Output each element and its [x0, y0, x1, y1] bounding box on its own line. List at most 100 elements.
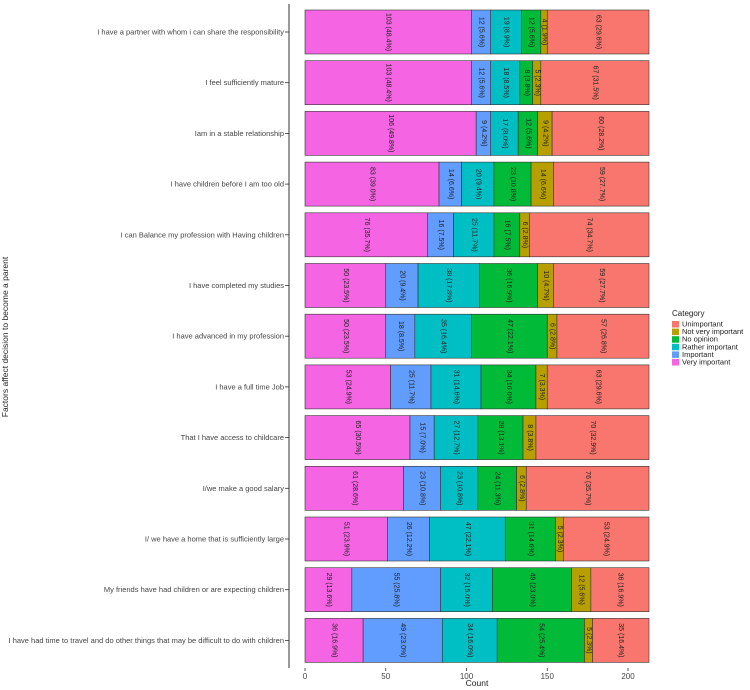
bar-segment — [461, 161, 495, 207]
bar-data-label: 6 (2.8%) — [549, 323, 556, 349]
x-tick-label: 100 — [460, 672, 474, 681]
bar-segment — [440, 567, 493, 613]
bar-segment — [427, 212, 454, 258]
bar-segment — [477, 415, 524, 460]
bar-segment — [553, 161, 650, 207]
bar-data-label: 28 (13.1%) — [497, 420, 504, 454]
bar-segment — [525, 465, 650, 511]
bar-segment — [529, 212, 650, 258]
bar-data-label: 6 (2.8%) — [518, 475, 525, 501]
bar-data-label: 55 (25.8%) — [393, 573, 400, 607]
bar-data-label: 103 (48.4%) — [385, 64, 392, 102]
bar-segment — [351, 567, 441, 613]
legend-swatch — [672, 351, 679, 358]
bar-data-label: 63 (29.6%) — [595, 15, 602, 49]
bar-data-label: 59 (27.7%) — [598, 268, 605, 302]
bar-segment — [479, 263, 538, 308]
bar-segment — [553, 263, 650, 308]
bar-data-label: 25 (11.7%) — [407, 370, 414, 404]
bar-data-label: 67 (31.5%) — [591, 66, 598, 100]
bar-segment — [440, 465, 479, 511]
bar-segment — [430, 364, 482, 410]
bar-data-label: 106 (49.8%) — [387, 114, 394, 152]
bar-segment — [429, 516, 506, 562]
bar-segment — [546, 9, 650, 55]
bar-data-label: 57 (26.8%) — [600, 319, 607, 353]
bar-segment — [556, 313, 650, 359]
bar-data-label: 6 (2.8%) — [521, 222, 528, 248]
bar-segment — [403, 465, 441, 511]
bar-data-label: 8 (3.8%) — [523, 69, 530, 95]
bar-data-label: 14 (6.6%) — [539, 169, 546, 199]
bar-data-label: 70 (32.9%) — [589, 420, 596, 454]
category-label: My friends have had children or are expe… — [104, 585, 284, 594]
x-axis-title: Count — [466, 678, 489, 688]
bar-data-label: 49 (23.0%) — [528, 573, 535, 607]
bar-data-label: 25 (11.7%) — [470, 218, 477, 252]
bar-segment — [563, 516, 650, 562]
bar-segment — [304, 415, 411, 460]
bar-data-label: 32 (15.0%) — [463, 573, 470, 607]
bar-data-label: 61 (28.6%) — [351, 471, 358, 505]
bar-data-label: 34 (16.0%) — [466, 623, 473, 657]
bar-segment — [477, 465, 517, 511]
category-labels: I have a partner with whom i can share t… — [9, 28, 289, 645]
bar-data-label: 9 (4.2%) — [541, 120, 548, 146]
bar-segment — [551, 111, 650, 156]
category-label: I/ we have a home that is sufficiently l… — [145, 535, 284, 544]
bar-data-label: 27 (12.7%) — [453, 420, 460, 454]
bar-segment — [496, 618, 585, 663]
bar-data-label: 5 (2.3%) — [556, 526, 563, 552]
category-label: Iam in a stable relationship — [195, 129, 284, 138]
bar-data-label: 12 (5.6%) — [524, 118, 531, 148]
category-label: I feel sufficiently mature — [205, 78, 284, 87]
y-axis-title: Factors affect decision to become a pare… — [0, 256, 10, 417]
bar-segment — [471, 313, 548, 359]
bar-data-label: 12 (5.6%) — [478, 68, 485, 98]
legend-swatch — [672, 359, 679, 366]
bar-data-label: 7 (3.3%) — [538, 374, 545, 400]
category-label: I/we make a good salary — [203, 484, 285, 493]
bar-segment — [453, 212, 495, 258]
bar-data-label: 12 (5.6%) — [528, 17, 535, 47]
bar-segment — [362, 618, 443, 663]
bar-data-label: 59 (27.7%) — [598, 167, 605, 201]
bar-data-label: 9 (4.2%) — [480, 120, 487, 146]
bar-segment — [535, 415, 650, 460]
bar-data-label: 12 (5.6%) — [578, 575, 585, 605]
bar-data-label: 65 (30.5%) — [354, 420, 361, 454]
category-label: I have had time to travel and do other t… — [9, 636, 284, 645]
bar-segment — [304, 161, 440, 207]
bar-segment — [390, 364, 432, 410]
bar-segment — [304, 465, 404, 511]
x-axis-ticks: 0 50 100 150 200 — [303, 668, 635, 681]
bar-data-label: 35 (16.4%) — [617, 623, 624, 657]
bar-segment — [490, 9, 522, 55]
bar-data-label: 50 (23.5%) — [342, 319, 349, 353]
bar-segment — [417, 263, 480, 308]
legend-label: No opinion — [682, 335, 718, 344]
legend-title: Category — [672, 309, 704, 318]
bar-data-label: 54 (25.4%) — [537, 623, 544, 657]
bar-data-label: 35 (16.4%) — [440, 319, 447, 353]
bar-data-label: 76 (35.7%) — [584, 471, 591, 505]
bar-data-label: 20 (9.4%) — [398, 270, 405, 300]
bar-data-label: 18 (8.5%) — [397, 321, 404, 351]
bar-data-label: 19 (8.9%) — [503, 17, 510, 47]
bar-segment — [304, 212, 429, 258]
bar-segment — [441, 618, 498, 663]
bar-segment — [304, 60, 472, 106]
bar-segment — [546, 364, 650, 410]
x-tick-label: 200 — [621, 672, 635, 681]
bar-segment — [387, 516, 430, 562]
segment-labels-layer: 103 (48.4%) 12 (5.6%) 19 (8.9%) 12 (5.6%) 4 … — [325, 13, 624, 658]
bar-data-label: 23 (10.8%) — [509, 167, 516, 201]
bar-data-label: 50 (23.5%) — [342, 268, 349, 302]
category-label: I can Balance my profession with Having … — [121, 230, 284, 239]
bar-data-label: 4 (1.9%) — [541, 19, 548, 45]
bars-layer — [304, 9, 650, 663]
bar-data-label: 5 (2.3%) — [533, 69, 540, 95]
bar-data-label: 8 (3.8%) — [526, 424, 533, 450]
x-tick-label: 50 — [381, 672, 390, 681]
